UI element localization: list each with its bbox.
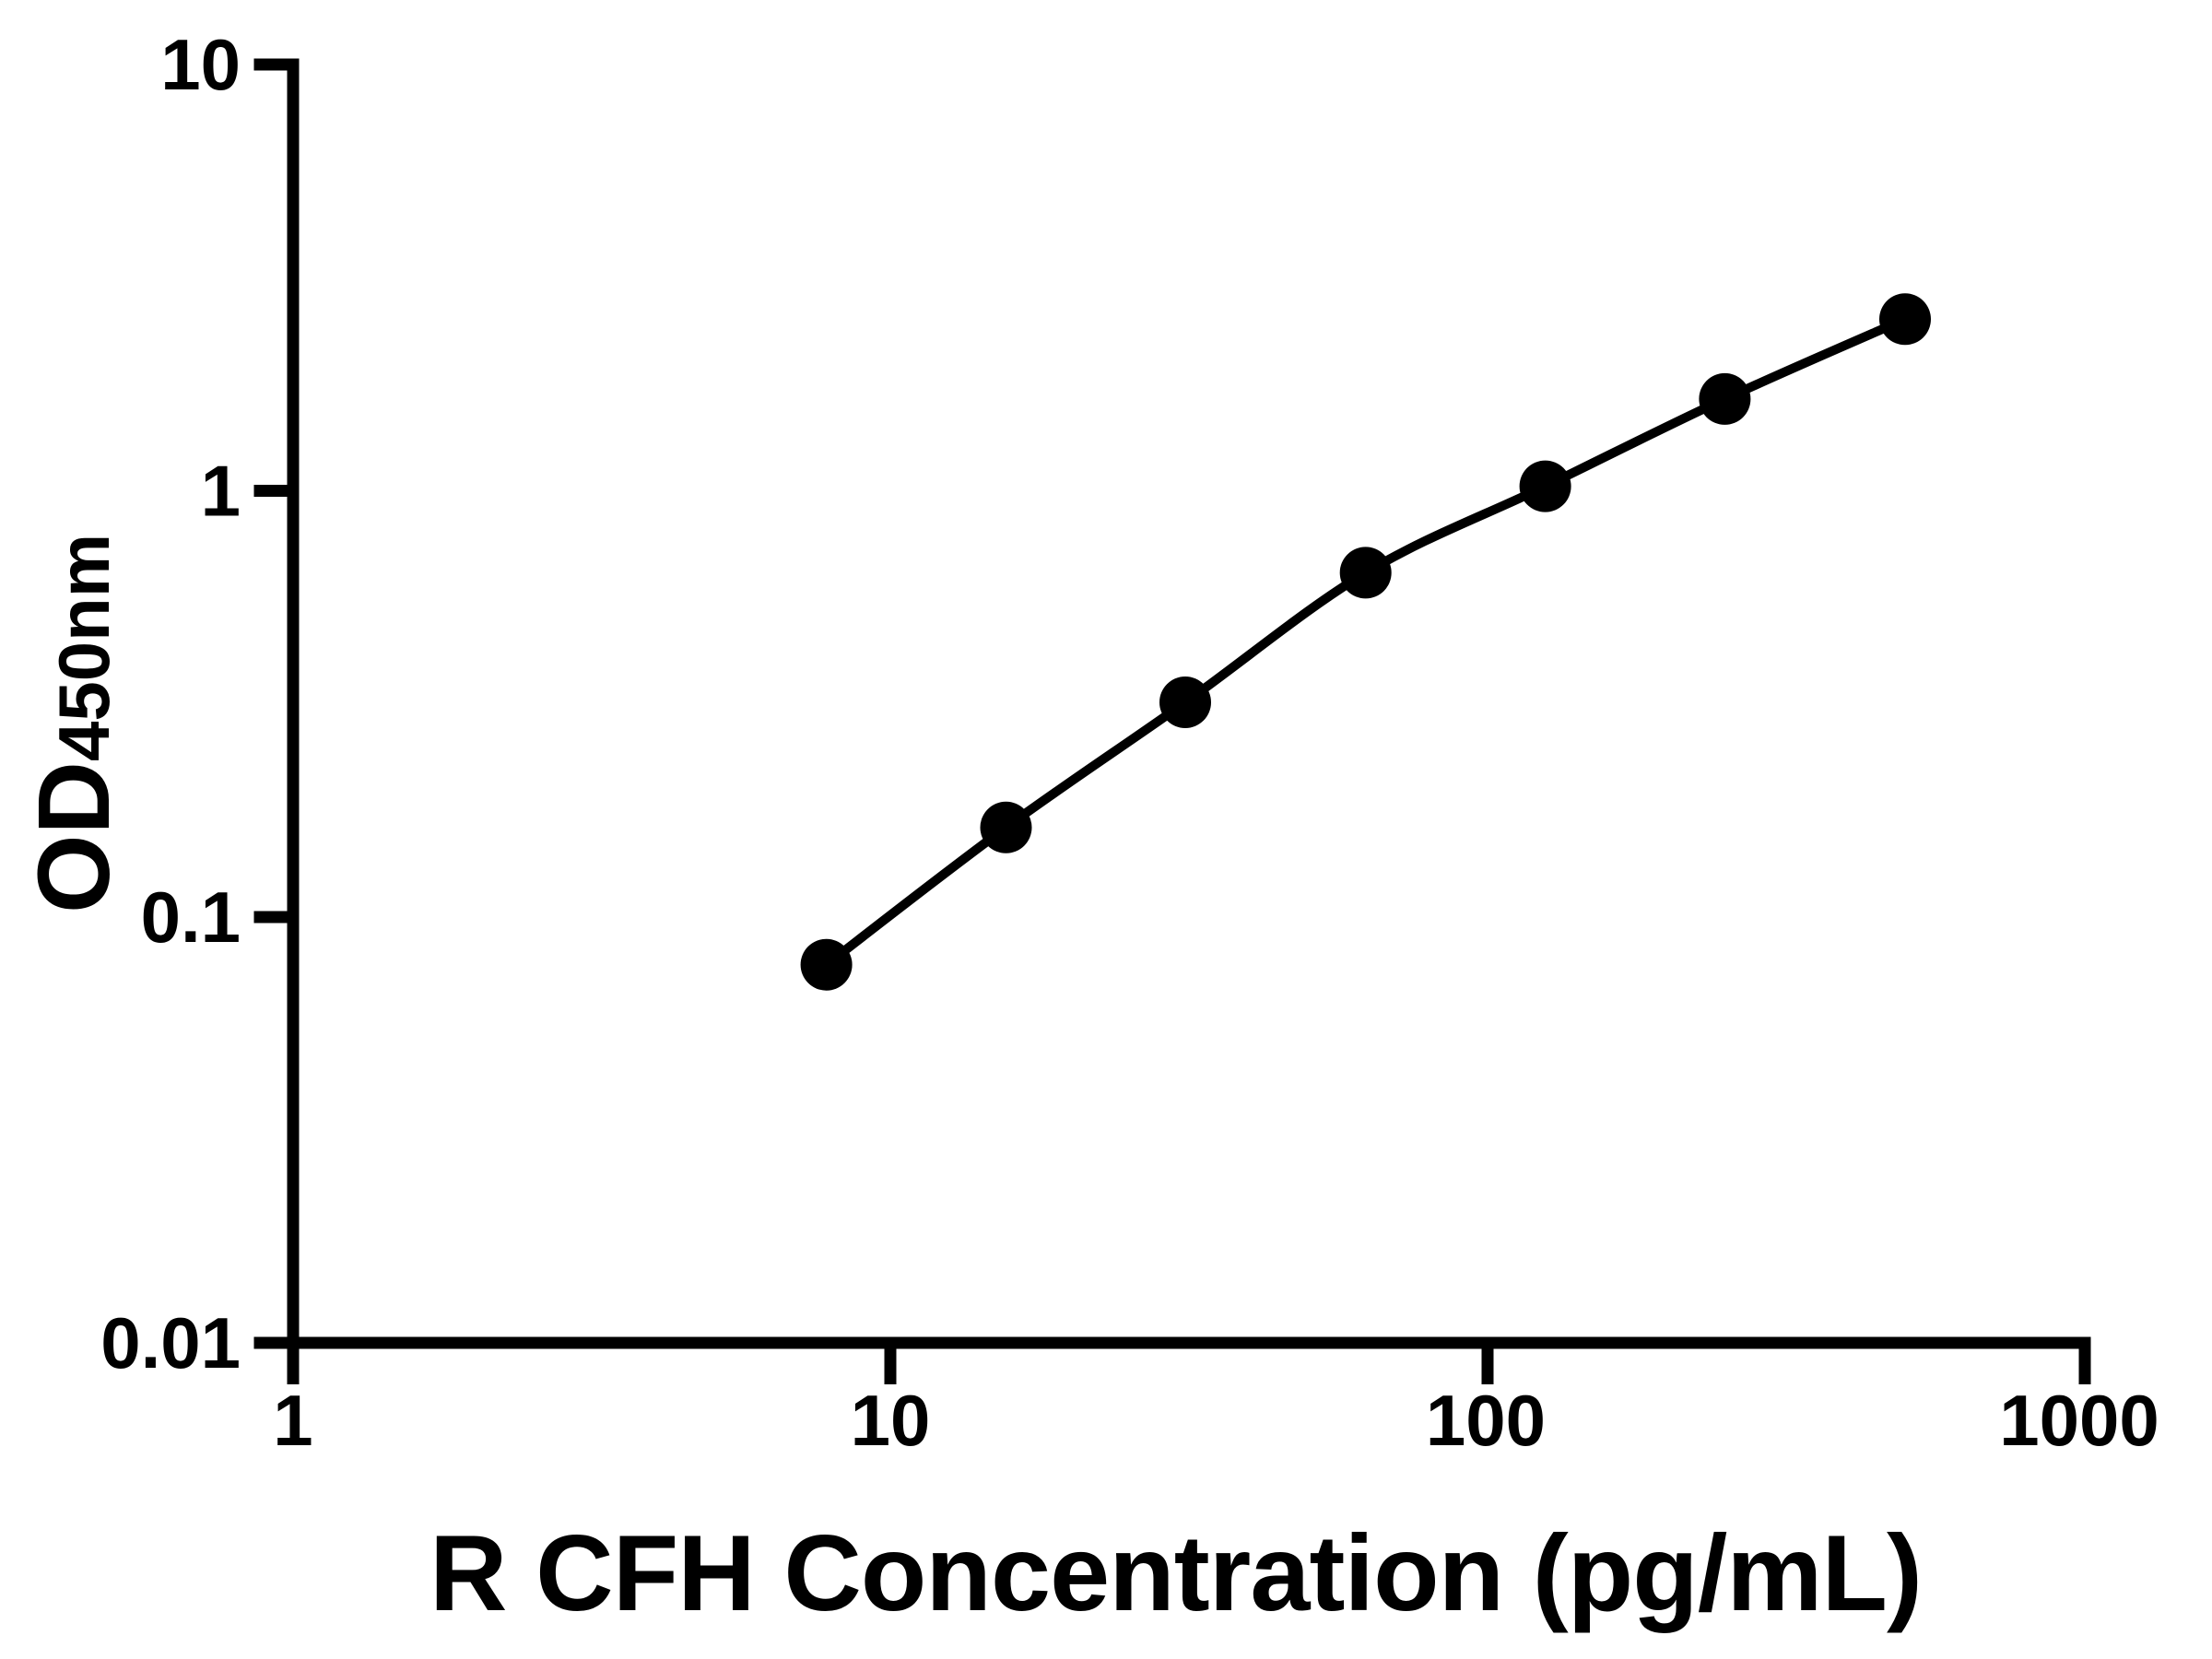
svg-text:1000: 1000 [1999,1380,2159,1461]
svg-text:0.1: 0.1 [141,877,241,958]
svg-text:1: 1 [273,1380,312,1461]
svg-text:0.01: 0.01 [100,1302,241,1383]
svg-text:10: 10 [851,1380,931,1461]
svg-text:100: 100 [1426,1380,1546,1461]
svg-text:1: 1 [201,451,241,532]
svg-text:10: 10 [160,24,241,105]
svg-text:OD450nm: OD450nm [18,534,131,913]
svg-text:R CFH Concentration (pg/mL): R CFH Concentration (pg/mL) [429,1512,1923,1633]
